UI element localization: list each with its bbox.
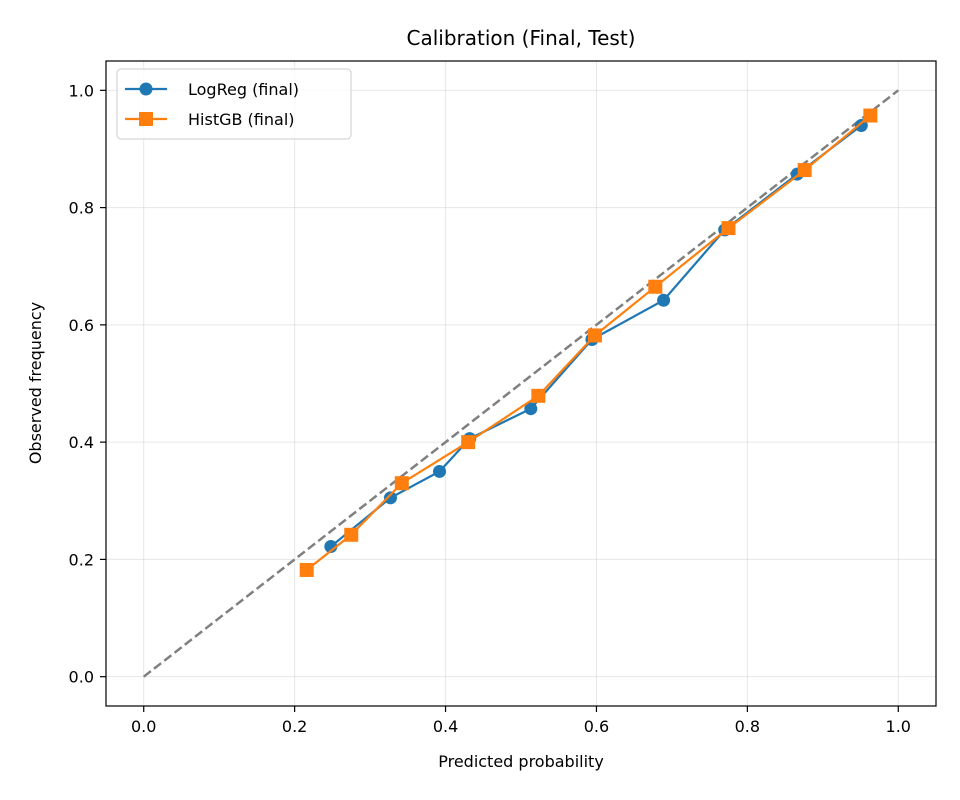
x-tick-label: 0.6 [584,717,609,736]
x-axis-label: Predicted probability [438,752,604,771]
legend-marker [139,112,153,126]
y-tick-label: 0.2 [69,550,94,569]
data-point [433,464,447,478]
x-tick-label: 0.2 [282,717,307,736]
series-layer [299,108,878,577]
data-point [394,476,409,491]
data-point [524,402,538,416]
data-point [863,108,878,123]
reference-diagonal [142,89,900,678]
data-point [587,328,602,343]
data-point [797,163,812,178]
y-tick-label: 1.0 [69,81,94,100]
x-tick-label: 0.4 [433,717,458,736]
data-point [299,562,314,577]
data-point [648,279,663,294]
legend: LogReg (final) HistGB (final) [116,68,352,140]
y-tick-label: 0.8 [69,199,94,218]
data-point [461,435,476,450]
y-tick-label: 0.0 [69,668,94,687]
x-tick-label: 0.0 [131,717,156,736]
chart-title: Calibration (Final, Test) [407,26,636,50]
y-tick-label: 0.6 [69,316,94,335]
data-point [324,540,338,554]
reference-line [142,89,900,678]
series-histgb [299,108,878,577]
data-point [657,293,671,307]
y-tick-label: 0.4 [69,433,94,452]
x-tick-label: 0.8 [735,717,760,736]
legend-box [116,68,352,140]
legend-label: HistGB (final) [188,110,295,129]
legend-label: LogReg (final) [188,80,299,99]
legend-marker [139,82,153,96]
y-axis: 0.0 0.2 0.4 0.6 0.8 1.0 [69,81,106,687]
x-axis: 0.0 0.2 0.4 0.6 0.8 1.0 [131,706,911,736]
data-point [531,388,546,403]
plot-frame [105,60,937,707]
data-point [383,491,397,505]
x-tick-label: 1.0 [886,717,911,736]
y-axis-label: Observed frequency [26,302,45,464]
data-point [344,527,359,542]
data-point [721,221,736,236]
series-line [306,114,872,571]
